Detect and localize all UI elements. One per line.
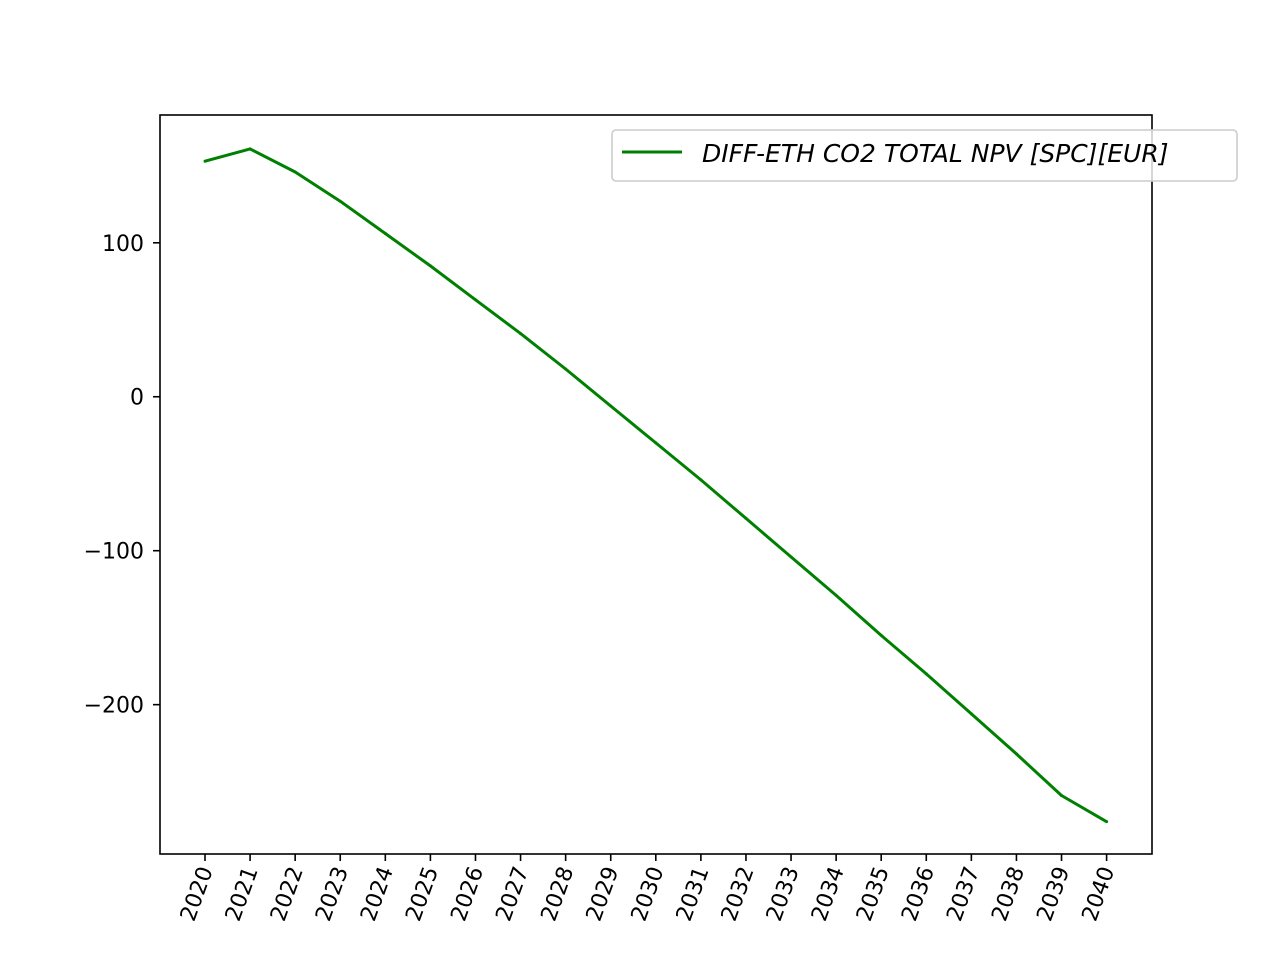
x-tick-label: 2028 bbox=[537, 864, 580, 925]
x-axis: 2020 2021 2022 2023 2024 2025 2026 2027 2028 2029… bbox=[176, 854, 1120, 925]
x-tick-label: 2024 bbox=[356, 864, 399, 925]
x-tick-label: 2029 bbox=[582, 864, 625, 925]
data-point bbox=[744, 516, 748, 520]
x-tick-label: 2020 bbox=[176, 864, 219, 925]
data-point bbox=[1105, 820, 1109, 824]
data-point bbox=[834, 593, 838, 597]
data-point bbox=[564, 367, 568, 371]
x-tick-label: 2035 bbox=[852, 864, 895, 925]
x-tick-label: 2034 bbox=[807, 864, 850, 925]
data-point bbox=[428, 264, 432, 268]
series-line bbox=[204, 147, 1108, 823]
data-point bbox=[609, 404, 613, 408]
data-point bbox=[879, 633, 883, 637]
y-tick-label: 100 bbox=[102, 232, 144, 257]
y-tick-label: −100 bbox=[84, 540, 144, 565]
data-point bbox=[338, 199, 342, 203]
x-tick-label: 2022 bbox=[266, 864, 309, 925]
x-tick-label: 2031 bbox=[672, 864, 715, 925]
data-point bbox=[293, 170, 297, 174]
y-tick-label: 0 bbox=[130, 386, 144, 411]
data-point bbox=[969, 712, 973, 716]
data-point bbox=[699, 478, 703, 482]
x-tick-label: 2027 bbox=[492, 864, 535, 925]
data-point bbox=[519, 332, 523, 336]
data-point bbox=[1060, 793, 1064, 797]
data-point bbox=[789, 555, 793, 559]
x-tick-label: 2025 bbox=[401, 864, 444, 925]
x-tick-label: 2026 bbox=[446, 864, 489, 925]
x-tick-label: 2023 bbox=[311, 864, 354, 925]
x-tick-label: 2038 bbox=[987, 864, 1030, 925]
x-tick-label: 2039 bbox=[1033, 864, 1076, 925]
x-tick-label: 2030 bbox=[627, 864, 670, 925]
data-point bbox=[203, 159, 207, 163]
data-point bbox=[473, 298, 477, 302]
y-axis: 100 0 −100 −200 bbox=[84, 232, 160, 719]
x-tick-label: 2037 bbox=[942, 864, 985, 925]
legend-label: DIFF-ETH CO2 TOTAL NPV [SPC][EUR] bbox=[702, 139, 1168, 168]
x-tick-label: 2033 bbox=[762, 864, 805, 925]
x-tick-label: 2032 bbox=[717, 864, 760, 925]
data-point bbox=[383, 232, 387, 236]
legend: DIFF-ETH CO2 TOTAL NPV [SPC][EUR] bbox=[611, 129, 1238, 182]
data-point bbox=[248, 147, 252, 151]
x-tick-label: 2021 bbox=[221, 864, 264, 925]
y-tick-label: −200 bbox=[84, 694, 144, 719]
data-point bbox=[1014, 752, 1018, 756]
data-point bbox=[924, 672, 928, 676]
x-tick-label: 2040 bbox=[1078, 864, 1121, 925]
series-layer bbox=[203, 147, 1109, 824]
data-point bbox=[654, 441, 658, 445]
legend-box bbox=[611, 129, 1238, 182]
x-tick-label: 2036 bbox=[897, 864, 940, 925]
